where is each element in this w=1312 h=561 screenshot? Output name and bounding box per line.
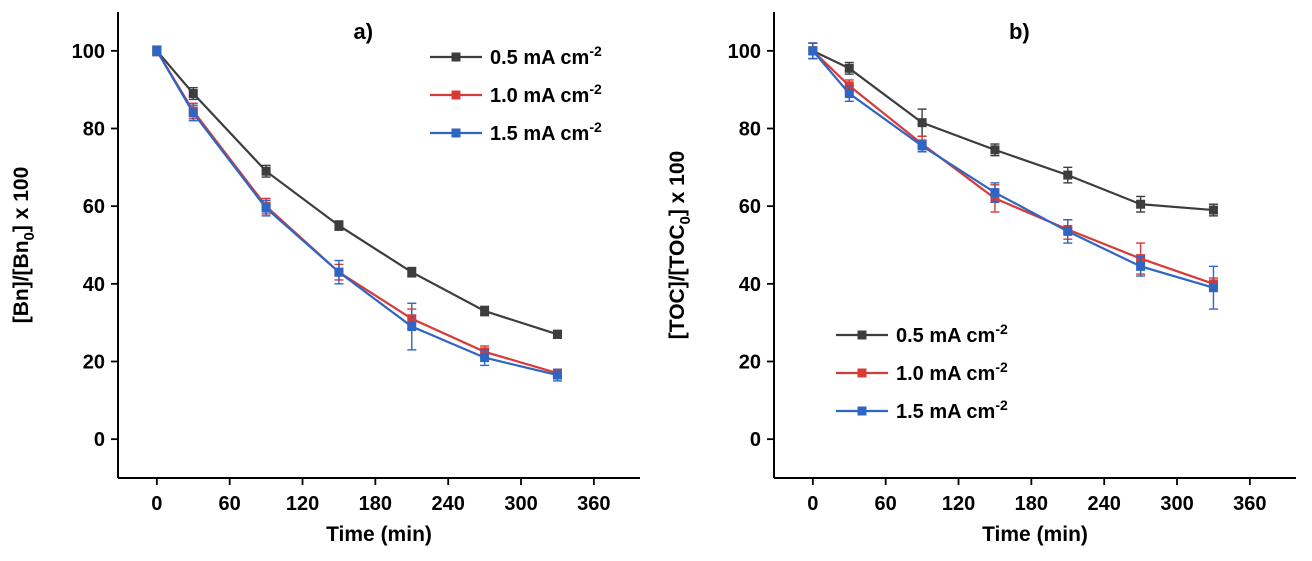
legend-label: 1.5 mA cm-2 (490, 119, 602, 145)
series-0.5-mA-cm (808, 42, 1218, 217)
data-point-marker (261, 166, 271, 176)
data-point-marker (990, 145, 1000, 155)
y-tick-label: 60 (739, 196, 761, 218)
data-point-marker (1136, 261, 1146, 271)
series-1.5-mA-cm (152, 45, 562, 382)
legend-key-marker (857, 406, 867, 416)
data-point-marker (844, 63, 854, 73)
y-tick-label: 100 (72, 41, 105, 63)
y-tick-label: 80 (739, 119, 761, 141)
axes: 0 60 120 180 240 300 360 0 20 40 60 80 100 (72, 12, 640, 515)
x-tick-label: 60 (875, 493, 897, 515)
legend: 0.5 mA cm-2 1.0 mA cm-2 1.5 mA cm-2 (836, 321, 1008, 423)
legend-key-marker (451, 90, 461, 100)
x-tick-label: 240 (432, 493, 465, 515)
data-point-marker (917, 141, 927, 151)
data-point-marker (990, 188, 1000, 198)
x-tick-label: 0 (807, 493, 818, 515)
series-1.5-mA-cm (808, 42, 1218, 310)
y-tick-label: 40 (739, 274, 761, 296)
data-point-marker (1136, 199, 1146, 209)
chart-panel-a: 0 60 120 180 240 300 360 0 20 40 60 80 100 Time (min)… (0, 0, 656, 556)
y-tick-label: 60 (83, 196, 105, 218)
series-1.0-mA-cm (808, 42, 1218, 291)
legend-key-marker (857, 368, 867, 378)
x-tick-label: 180 (1015, 493, 1048, 515)
data-point-marker (844, 89, 854, 99)
legend-key-marker (451, 128, 461, 138)
legend-label: 0.5 mA cm-2 (896, 321, 1008, 347)
x-tick-label: 360 (577, 493, 610, 515)
data-point-marker (334, 267, 344, 277)
data-point-marker (917, 118, 927, 128)
data-point-marker (188, 89, 198, 99)
panel-label: a) (354, 19, 374, 44)
legend-label: 1.5 mA cm-2 (896, 397, 1008, 423)
data-point-marker (480, 306, 490, 316)
x-tick-label: 60 (219, 493, 241, 515)
panel-label: b) (1009, 19, 1030, 44)
x-tick-label: 240 (1088, 493, 1121, 515)
legend-key-marker (451, 52, 461, 62)
data-point-marker (407, 267, 417, 277)
x-tick-label: 300 (504, 493, 537, 515)
y-axis-title: [TOC]/[TOC0] x 100 (666, 151, 694, 339)
y-tick-label: 0 (750, 429, 761, 451)
legend-key-marker (857, 330, 867, 340)
x-tick-label: 360 (1233, 493, 1266, 515)
chart-panel-b: 0 60 120 180 240 300 360 0 20 40 60 80 100 Time (min)… (656, 0, 1312, 556)
y-axis-title: [Bn]/[Bn0] x 100 (10, 167, 38, 324)
data-point-marker (1208, 283, 1218, 293)
axes: 0 60 120 180 240 300 360 0 20 40 60 80 100 (728, 12, 1296, 515)
y-tick-label: 80 (83, 119, 105, 141)
x-tick-label: 300 (1160, 493, 1193, 515)
chart-svg: 0 60 120 180 240 300 360 0 20 40 60 80 100 Time (min)… (666, 12, 1296, 546)
legend-label: 1.0 mA cm-2 (896, 359, 1008, 385)
y-tick-label: 20 (83, 352, 105, 374)
data-point-marker (188, 108, 198, 118)
data-point-marker (407, 322, 417, 332)
data-point-marker (334, 221, 344, 231)
data-point-marker (552, 329, 562, 339)
y-tick-label: 40 (83, 274, 105, 296)
x-axis-title: Time (min) (982, 523, 1088, 546)
x-axis-title: Time (min) (326, 523, 432, 546)
data-point-marker (480, 353, 490, 363)
data-point-marker (1208, 205, 1218, 215)
y-tick-label: 0 (94, 429, 105, 451)
data-point-marker (808, 46, 818, 56)
data-point-marker (261, 203, 271, 213)
data-point-marker (552, 370, 562, 380)
legend-label: 0.5 mA cm-2 (490, 43, 602, 69)
data-point-marker (1063, 170, 1073, 180)
legend-label: 1.0 mA cm-2 (490, 81, 602, 107)
y-tick-label: 100 (728, 41, 761, 63)
x-tick-label: 0 (151, 493, 162, 515)
x-tick-label: 120 (286, 493, 319, 515)
chart-svg: 0 60 120 180 240 300 360 0 20 40 60 80 100 Time (min)… (10, 12, 640, 546)
legend: 0.5 mA cm-2 1.0 mA cm-2 1.5 mA cm-2 (430, 43, 602, 145)
x-tick-label: 180 (359, 493, 392, 515)
data-point-marker (1063, 226, 1073, 236)
y-tick-label: 20 (739, 352, 761, 374)
data-point-marker (152, 46, 162, 56)
x-tick-label: 120 (942, 493, 975, 515)
